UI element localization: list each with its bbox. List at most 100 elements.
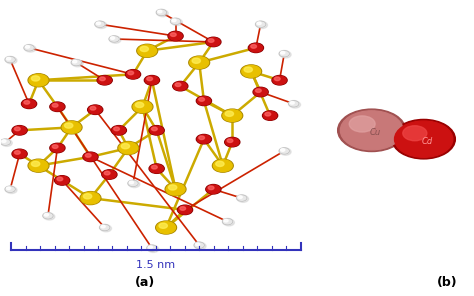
Circle shape — [14, 151, 20, 154]
Circle shape — [43, 213, 53, 219]
Circle shape — [158, 10, 162, 13]
Circle shape — [150, 165, 164, 173]
Circle shape — [114, 127, 119, 131]
Circle shape — [12, 126, 27, 135]
Circle shape — [149, 164, 164, 173]
Circle shape — [12, 149, 27, 159]
Circle shape — [89, 106, 102, 114]
Circle shape — [170, 18, 181, 25]
Circle shape — [168, 31, 183, 41]
Circle shape — [111, 126, 127, 135]
Circle shape — [7, 187, 11, 189]
Circle shape — [224, 219, 235, 226]
Circle shape — [52, 145, 58, 148]
Circle shape — [84, 153, 97, 161]
Circle shape — [64, 123, 73, 128]
Circle shape — [100, 224, 110, 231]
Circle shape — [2, 140, 6, 142]
Circle shape — [264, 112, 277, 120]
Circle shape — [273, 76, 286, 84]
Circle shape — [208, 39, 214, 42]
Circle shape — [0, 139, 10, 145]
Circle shape — [140, 46, 148, 52]
Text: Cu: Cu — [370, 128, 381, 137]
Circle shape — [96, 22, 107, 28]
Circle shape — [207, 38, 220, 46]
Circle shape — [349, 116, 375, 132]
Circle shape — [289, 101, 299, 107]
Circle shape — [172, 19, 176, 22]
Circle shape — [157, 222, 175, 233]
Circle shape — [55, 176, 70, 185]
Circle shape — [24, 101, 30, 104]
Circle shape — [225, 137, 240, 147]
Circle shape — [24, 45, 34, 51]
Circle shape — [145, 75, 159, 85]
Circle shape — [83, 152, 98, 162]
Circle shape — [180, 207, 186, 210]
Circle shape — [216, 161, 224, 166]
Circle shape — [197, 97, 210, 105]
Circle shape — [237, 195, 247, 201]
Circle shape — [207, 185, 220, 193]
Circle shape — [281, 52, 285, 54]
Circle shape — [50, 143, 65, 153]
Circle shape — [225, 111, 234, 116]
Circle shape — [101, 225, 105, 228]
Circle shape — [119, 142, 137, 154]
Circle shape — [103, 170, 116, 179]
Text: 1.5 nm: 1.5 nm — [137, 260, 175, 270]
Circle shape — [152, 165, 157, 169]
Circle shape — [128, 71, 134, 75]
Circle shape — [6, 57, 17, 64]
Circle shape — [251, 45, 256, 48]
Circle shape — [137, 44, 157, 57]
Circle shape — [194, 242, 204, 248]
Text: (a): (a) — [135, 276, 155, 289]
Circle shape — [88, 105, 103, 115]
Circle shape — [145, 76, 159, 84]
Circle shape — [21, 99, 36, 109]
Circle shape — [14, 127, 20, 131]
Circle shape — [100, 77, 105, 81]
Circle shape — [208, 186, 214, 190]
Circle shape — [95, 21, 105, 28]
Circle shape — [147, 245, 157, 251]
Circle shape — [195, 243, 206, 250]
Circle shape — [44, 213, 55, 220]
Circle shape — [394, 121, 453, 157]
Circle shape — [51, 144, 64, 152]
Circle shape — [156, 9, 166, 16]
Circle shape — [132, 100, 153, 113]
Circle shape — [148, 246, 153, 248]
Circle shape — [104, 171, 110, 175]
Circle shape — [165, 183, 186, 196]
Circle shape — [109, 36, 119, 42]
Circle shape — [392, 119, 456, 159]
Circle shape — [138, 45, 156, 57]
Circle shape — [241, 65, 262, 78]
Circle shape — [110, 36, 121, 43]
Circle shape — [157, 10, 168, 17]
Circle shape — [206, 37, 221, 47]
Circle shape — [171, 33, 176, 36]
Circle shape — [118, 141, 139, 155]
Circle shape — [150, 126, 164, 134]
Circle shape — [98, 76, 111, 84]
Circle shape — [80, 192, 101, 205]
Circle shape — [248, 43, 264, 53]
Circle shape — [197, 135, 210, 143]
Circle shape — [29, 160, 48, 171]
Text: Cd: Cd — [421, 137, 432, 146]
Circle shape — [244, 67, 253, 72]
Circle shape — [255, 89, 261, 92]
Circle shape — [152, 127, 157, 131]
Circle shape — [13, 126, 26, 134]
Circle shape — [279, 148, 290, 154]
Circle shape — [129, 181, 134, 184]
Circle shape — [5, 186, 15, 192]
Circle shape — [280, 148, 291, 155]
Circle shape — [196, 134, 211, 144]
Circle shape — [57, 177, 63, 181]
Circle shape — [274, 77, 280, 81]
